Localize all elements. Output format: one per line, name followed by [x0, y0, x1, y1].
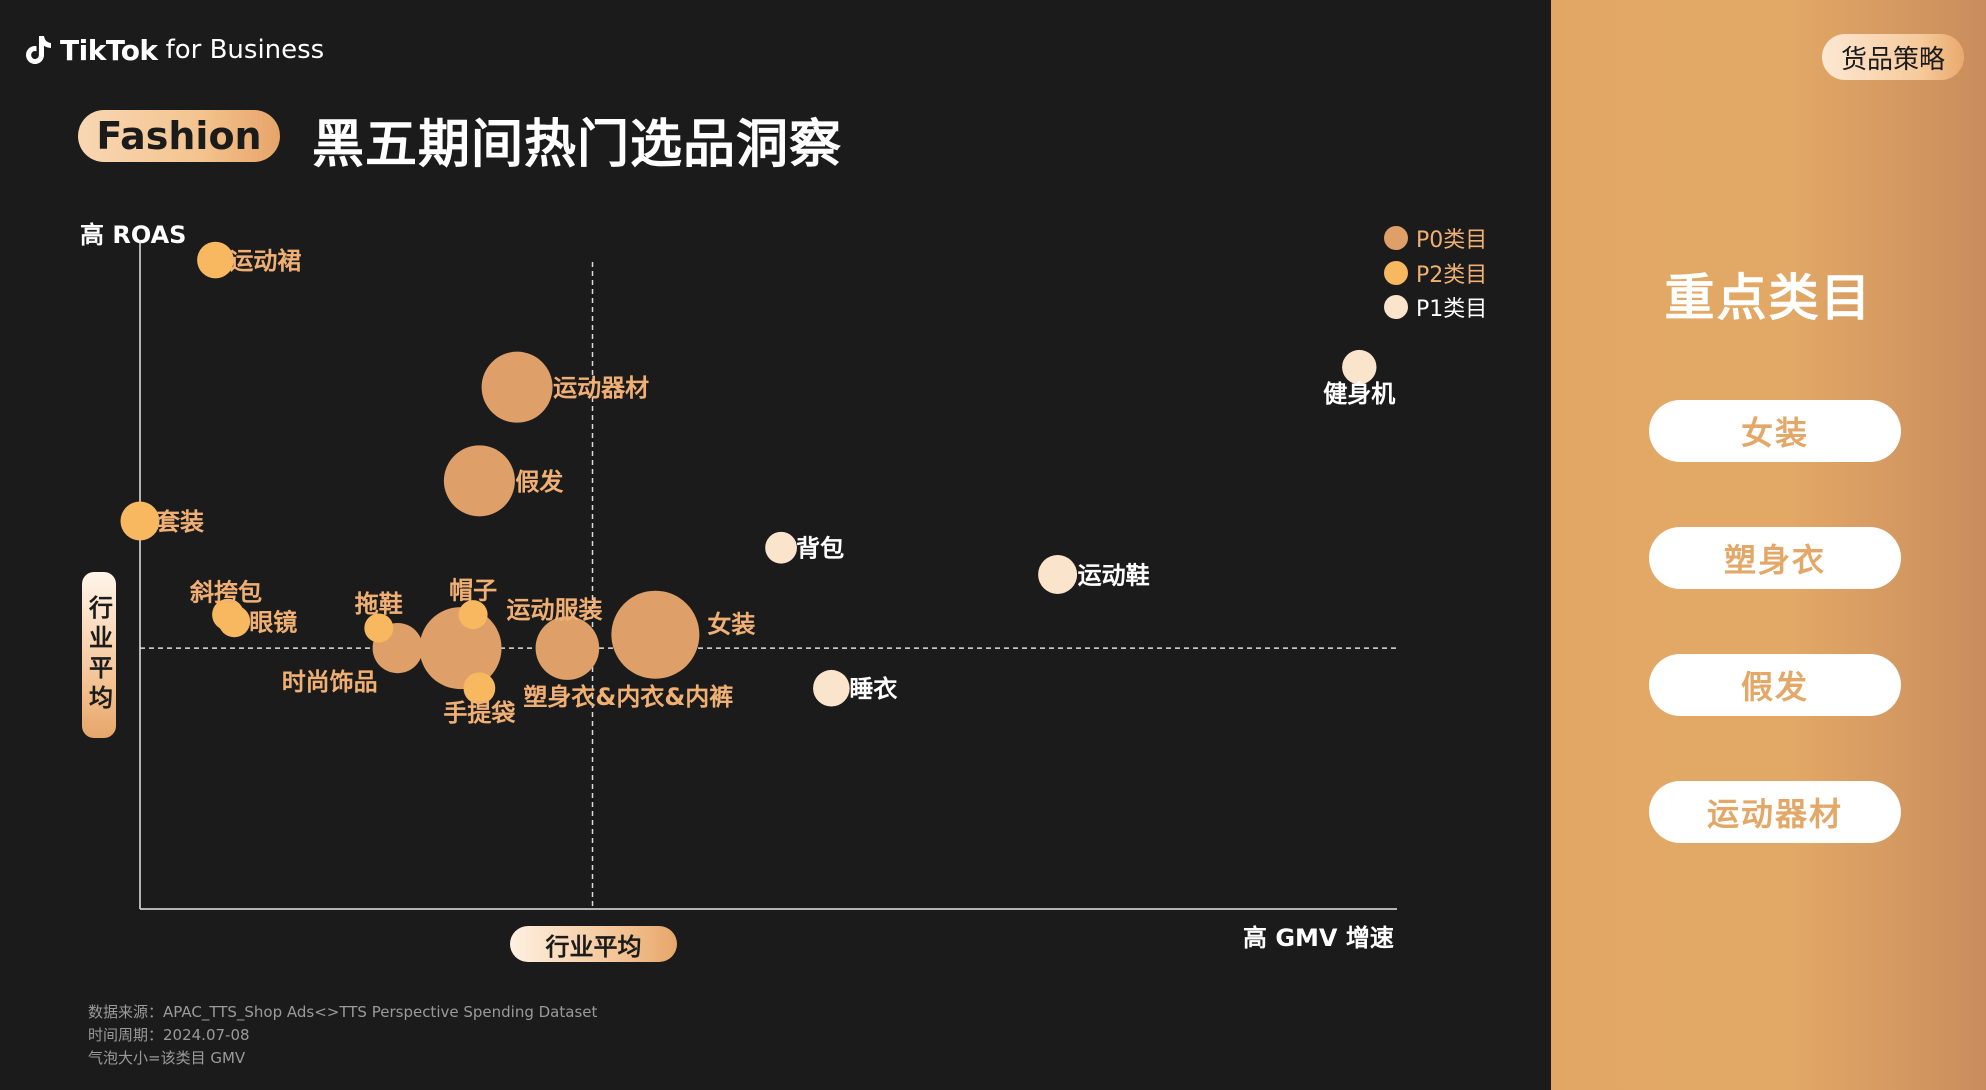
- category-tag: Fashion: [78, 110, 280, 162]
- footnote-bubble-size: 气泡大小=该类目 GMV: [88, 1049, 246, 1067]
- legend-p1: P1类目: [1384, 291, 1487, 323]
- bubble-label-4: 背包: [796, 535, 844, 563]
- y-axis-high-label: 高 ROAS: [80, 221, 187, 249]
- legend-p2-label: P2类目: [1416, 263, 1488, 288]
- legend-p1-label: P1类目: [1416, 297, 1488, 322]
- bubble-4: [765, 531, 797, 564]
- bubble-label-9: 拖鞋: [355, 590, 403, 618]
- key-categories-title: 重点类目: [1664, 269, 1873, 327]
- bubble-16: [813, 669, 850, 707]
- legend-p1-dot: [1384, 295, 1408, 319]
- bubble-label-7: 斜挎包: [189, 579, 262, 607]
- y-average-label: 行业平均: [82, 572, 116, 738]
- bubble-label-16: 睡衣: [849, 675, 897, 703]
- bubble-6: [1342, 349, 1377, 385]
- bubble-label-6: 健身机: [1323, 380, 1395, 408]
- bubble-8: [218, 605, 251, 638]
- legend-p0-dot: [1384, 226, 1408, 250]
- bubble-label-11: 时尚饰品: [282, 668, 378, 696]
- bubble-label-0: 运动裙: [229, 247, 301, 275]
- bubble-1: [481, 351, 553, 423]
- bubble-14: [611, 590, 700, 679]
- bubble-label-3: 套装: [156, 508, 204, 536]
- brand-name: TikTok: [60, 33, 158, 67]
- page-title: 黑五期间热门选品洞察: [312, 115, 843, 175]
- legend-p2-dot: [1384, 261, 1408, 285]
- footnote-source: 数据来源：APAC_TTS_Shop Ads<>TTS Perspective …: [88, 1003, 598, 1021]
- tiktok-logo-icon: [26, 36, 51, 64]
- key-category-wigs[interactable]: 假发: [1649, 654, 1901, 716]
- bubble-label-2: 假发: [515, 468, 563, 496]
- bubble-2: [443, 445, 515, 517]
- bubble-label-13: 塑身衣&内衣&内裤: [523, 683, 733, 711]
- key-category-sports-equipment[interactable]: 运动器材: [1649, 781, 1901, 843]
- legend-p0-label: P0类目: [1416, 228, 1488, 253]
- x-average-label: 行业平均: [510, 926, 677, 962]
- legend-p2: P2类目: [1384, 257, 1487, 289]
- bubble-15: [463, 672, 496, 705]
- bubble-label-15: 手提袋: [443, 699, 516, 727]
- key-category-women-clothing[interactable]: 女装: [1649, 400, 1901, 462]
- bubble-5: [1038, 555, 1078, 594]
- side-panel: 货品策略 重点类目 女装 塑身衣 假发 运动器材: [1551, 0, 1986, 1090]
- bubble-13: [535, 616, 600, 680]
- x-axis-high-label: 高 GMV 增速: [1243, 924, 1394, 952]
- bubble-label-8: 眼镜: [249, 608, 297, 636]
- bubble-12: [419, 607, 502, 690]
- key-category-shapewear[interactable]: 塑身衣: [1649, 527, 1901, 589]
- bubble-label-5: 运动鞋: [1078, 562, 1150, 590]
- footnote-period: 时间周期：2024.07-08: [88, 1026, 250, 1044]
- bubble-0: [197, 241, 234, 279]
- bubble-label-12: 运动服装: [507, 596, 603, 624]
- brand-logo: TikTok for Business: [24, 30, 324, 70]
- legend-p0: P0类目: [1384, 222, 1487, 254]
- bubble-10: [458, 600, 488, 630]
- bubble-3: [120, 501, 160, 541]
- bubble-9: [364, 613, 394, 643]
- bubble-label-10: 帽子: [449, 577, 497, 605]
- bubble-label-14: 女装: [707, 611, 755, 639]
- brand-suffix: for Business: [165, 35, 325, 65]
- strategy-tag: 货品策略: [1822, 34, 1964, 80]
- bubble-label-1: 运动器材: [553, 374, 649, 402]
